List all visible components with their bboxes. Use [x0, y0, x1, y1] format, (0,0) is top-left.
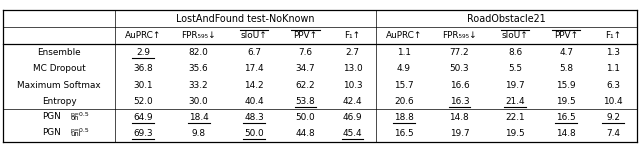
Text: 15.7: 15.7	[394, 81, 413, 90]
Text: 16.5: 16.5	[557, 113, 576, 122]
Text: p=0.5: p=0.5	[70, 128, 90, 133]
Text: 6.3: 6.3	[606, 81, 620, 90]
Text: AuPRC↑: AuPRC↑	[386, 31, 422, 40]
Text: 7.4: 7.4	[606, 129, 620, 138]
Text: sIoU↑: sIoU↑	[502, 31, 529, 40]
Text: 10.3: 10.3	[342, 81, 362, 90]
Text: 30.0: 30.0	[189, 97, 209, 106]
Text: 16.5: 16.5	[394, 129, 413, 138]
Text: 4.9: 4.9	[397, 64, 411, 73]
Text: 10.4: 10.4	[604, 97, 623, 106]
Text: 50.0: 50.0	[296, 113, 316, 122]
Text: 14.8: 14.8	[449, 113, 469, 122]
Text: PGN: PGN	[42, 128, 61, 137]
Text: 20.6: 20.6	[394, 97, 413, 106]
Text: 4.7: 4.7	[559, 48, 573, 57]
Text: 64.9: 64.9	[133, 113, 153, 122]
Text: 14.2: 14.2	[244, 81, 264, 90]
Text: 82.0: 82.0	[189, 48, 209, 57]
Text: 69.3: 69.3	[133, 129, 153, 138]
Text: 13.0: 13.0	[342, 64, 362, 73]
Text: FPR₅₉₅↓: FPR₅₉₅↓	[442, 31, 477, 40]
Text: 18.4: 18.4	[189, 113, 209, 122]
Text: F₁↑: F₁↑	[605, 31, 621, 40]
Text: 19.5: 19.5	[505, 129, 525, 138]
Text: 22.1: 22.1	[505, 113, 525, 122]
Text: 8.6: 8.6	[508, 48, 522, 57]
Text: 1.3: 1.3	[606, 48, 620, 57]
Text: LostAndFound test-NoKnown: LostAndFound test-NoKnown	[177, 14, 315, 24]
Text: 19.5: 19.5	[557, 97, 576, 106]
Text: 33.2: 33.2	[189, 81, 209, 90]
Text: 42.4: 42.4	[342, 97, 362, 106]
Text: 5.8: 5.8	[559, 64, 573, 73]
Text: 50.3: 50.3	[450, 64, 469, 73]
Text: 62.2: 62.2	[296, 81, 316, 90]
Text: 16.6: 16.6	[450, 81, 469, 90]
Text: 30.1: 30.1	[133, 81, 153, 90]
Text: PPV↑: PPV↑	[554, 31, 579, 40]
Text: Ensemble: Ensemble	[37, 48, 81, 57]
Text: 2.9: 2.9	[136, 48, 150, 57]
Text: Maximum Softmax: Maximum Softmax	[17, 81, 101, 90]
Text: 35.6: 35.6	[189, 64, 209, 73]
Text: 45.4: 45.4	[342, 129, 362, 138]
Text: 44.8: 44.8	[296, 129, 316, 138]
Text: 1.1: 1.1	[397, 48, 411, 57]
Text: 50.0: 50.0	[244, 129, 264, 138]
Text: 2.7: 2.7	[346, 48, 360, 57]
Text: 7.6: 7.6	[298, 48, 312, 57]
Text: uni: uni	[70, 131, 81, 137]
Text: PGN: PGN	[42, 112, 61, 121]
Text: sIoU↑: sIoU↑	[241, 31, 268, 40]
Text: 16.3: 16.3	[450, 97, 469, 106]
Text: F₁↑: F₁↑	[344, 31, 360, 40]
Text: 5.5: 5.5	[508, 64, 522, 73]
Text: AuPRC↑: AuPRC↑	[125, 31, 161, 40]
Text: 15.9: 15.9	[557, 81, 576, 90]
Text: 9.2: 9.2	[606, 113, 620, 122]
Text: 18.8: 18.8	[394, 113, 413, 122]
Text: 14.8: 14.8	[557, 129, 576, 138]
Text: 77.2: 77.2	[450, 48, 469, 57]
Text: PPV↑: PPV↑	[294, 31, 317, 40]
Text: 46.9: 46.9	[342, 113, 362, 122]
Text: 34.7: 34.7	[296, 64, 316, 73]
Text: 19.7: 19.7	[505, 81, 525, 90]
Text: 53.8: 53.8	[296, 97, 316, 106]
Text: oh: oh	[70, 115, 79, 121]
Text: RoadObstacle21: RoadObstacle21	[467, 14, 546, 24]
Text: 9.8: 9.8	[191, 129, 205, 138]
Text: 36.8: 36.8	[133, 64, 153, 73]
Text: FPR₅₉₅↓: FPR₅₉₅↓	[181, 31, 216, 40]
Text: 1.1: 1.1	[606, 64, 620, 73]
Text: 40.4: 40.4	[244, 97, 264, 106]
Text: MC Dropout: MC Dropout	[33, 64, 86, 73]
Text: 17.4: 17.4	[244, 64, 264, 73]
Text: 48.3: 48.3	[244, 113, 264, 122]
Text: 19.7: 19.7	[450, 129, 469, 138]
Text: 6.7: 6.7	[247, 48, 261, 57]
Text: p=0.5: p=0.5	[70, 112, 90, 117]
Text: 21.4: 21.4	[505, 97, 525, 106]
Text: 52.0: 52.0	[133, 97, 153, 106]
Text: Entropy: Entropy	[42, 97, 77, 106]
